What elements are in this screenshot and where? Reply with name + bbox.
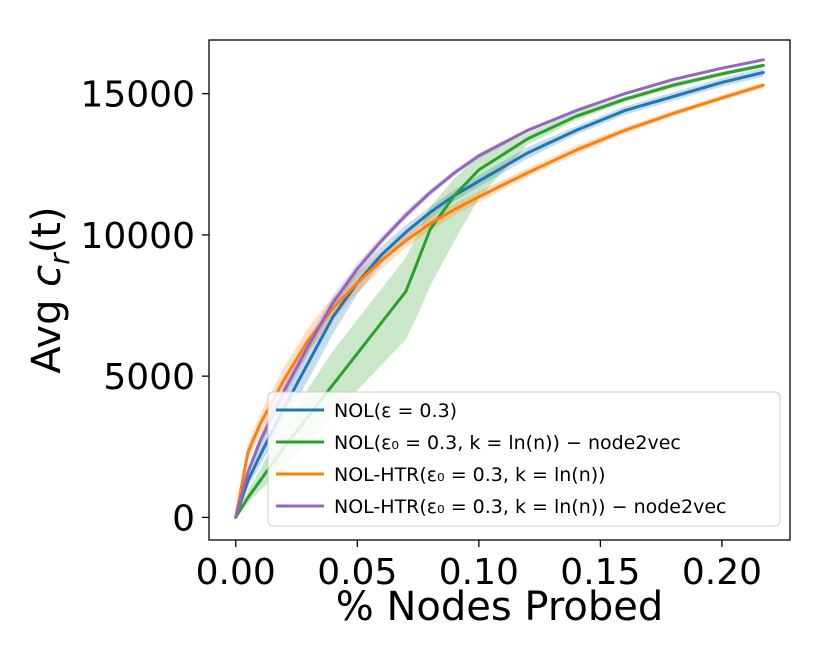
x-tick-label: 0.15 — [560, 552, 640, 593]
legend-label-4: NOL-HTR(ε₀ = 0.3, k = ln(n)) − node2vec — [334, 496, 726, 518]
legend-label-3: NOL-HTR(ε₀ = 0.3, k = ln(n)) — [334, 464, 606, 486]
series-line-3 — [234, 83, 765, 519]
legend-box — [267, 391, 781, 527]
series-band-2 — [235, 63, 764, 518]
plot-frame — [208, 39, 791, 541]
x-tick-label: 0.20 — [682, 552, 762, 593]
x-tick-label: 0.10 — [439, 552, 519, 593]
y-tick-label: 5000 — [103, 357, 195, 398]
x-tick-label: 0.00 — [196, 552, 276, 593]
x-axis-label: % Nodes Probed — [336, 584, 664, 630]
y-axis-ticks: 0 5000 10000 15000 — [80, 75, 209, 539]
x-axis-ticks: 0.00 0.05 0.10 0.15 0.20 — [196, 540, 762, 593]
x-tick-label: 0.05 — [317, 552, 397, 593]
y-axis-label: Avg cr(t) — [24, 206, 76, 373]
y-tick-label: 15000 — [80, 75, 195, 116]
legend-label-1: NOL(ε = 0.3) — [334, 400, 457, 422]
legend: NOL(ε = 0.3) NOL(ε₀ = 0.3, k = ln(n)) − n… — [267, 391, 781, 527]
series-band-4 — [235, 58, 764, 518]
y-tick-label: 10000 — [80, 216, 195, 257]
legend-label-2: NOL(ε₀ = 0.3, k = ln(n)) − node2vec — [334, 432, 681, 454]
y-tick-label: 0 — [172, 498, 195, 539]
